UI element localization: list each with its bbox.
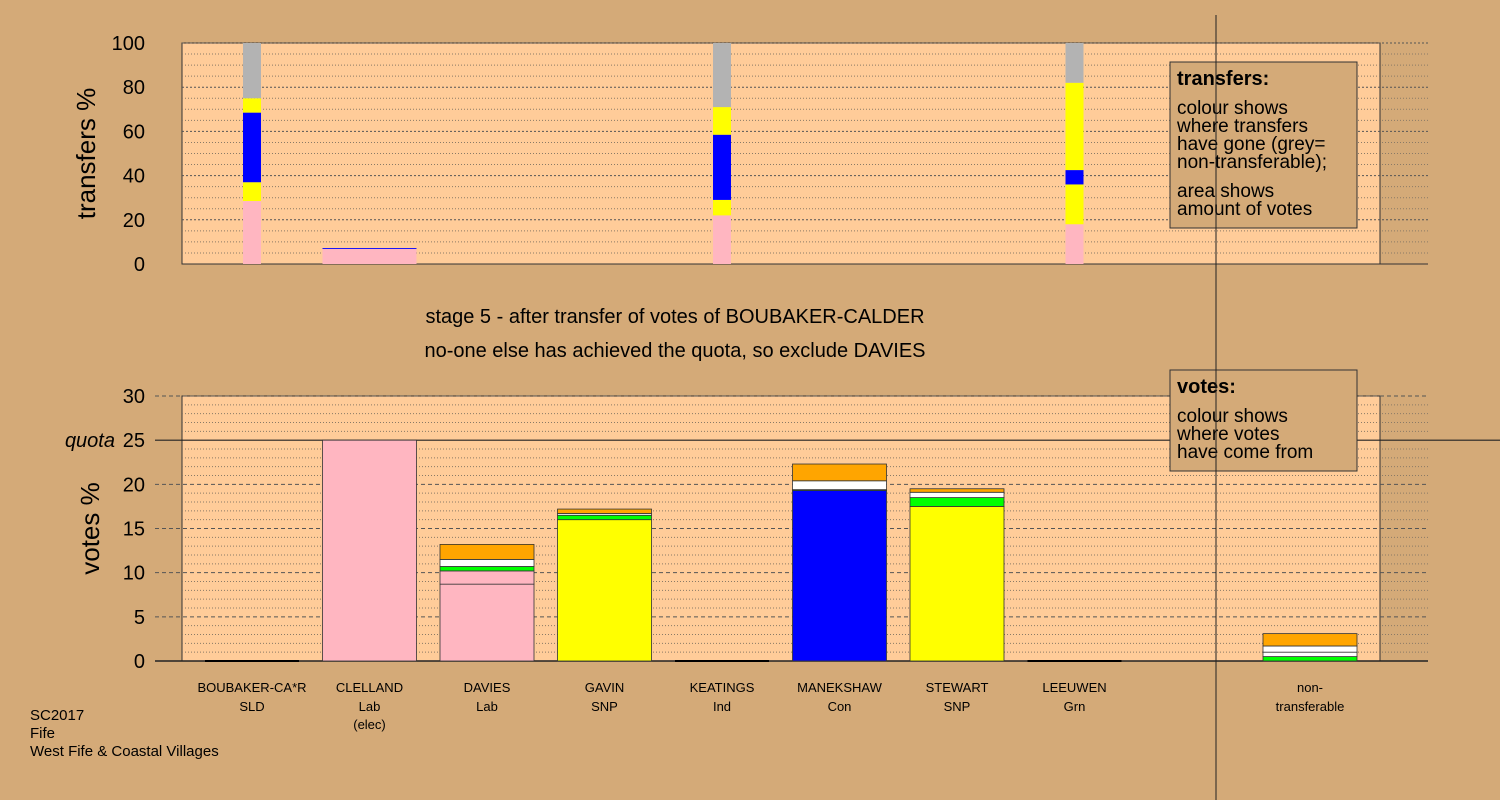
- nontransferable-bar-segment: [1262, 645, 1358, 653]
- votes-y-tick-label: 10: [123, 563, 145, 585]
- vote-bar-segment: [557, 514, 652, 521]
- vote-bar-segment: [909, 497, 1005, 507]
- candidate-party-label: Ind: [713, 699, 731, 714]
- vote-bar-segment: [557, 508, 652, 514]
- vote-bar-segment: [439, 544, 535, 560]
- nontransferable-bar-segment: [1262, 651, 1358, 657]
- candidate-name-label: BOUBAKER-CA*R: [197, 680, 306, 695]
- candidate-name-label: CLELLAND: [336, 680, 403, 695]
- candidate-name-label: KEATINGS: [690, 680, 755, 695]
- votes-y-tick-label: 30: [123, 386, 145, 408]
- transfer-bar-segment: [322, 248, 417, 264]
- candidate-party-label: Grn: [1064, 699, 1086, 714]
- transfer-bar-segment: [1065, 43, 1084, 83]
- transfer-bar-segment: [243, 112, 261, 183]
- candidate-name-label: MANEKSHAW: [797, 680, 882, 695]
- vote-bar-segment: [322, 439, 417, 662]
- quota-label: quota: [65, 430, 115, 452]
- transfer-bar-segment: [243, 43, 261, 99]
- transfers-y-tick-label: 20: [123, 210, 145, 232]
- candidate-name-label: STEWART: [926, 680, 989, 695]
- transfers-legend-title: transfers:: [1177, 68, 1269, 90]
- vote-bar-segment: [792, 480, 887, 491]
- votes-legend-line: colour shows: [1177, 406, 1288, 427]
- candidate-party-label: Lab: [476, 699, 498, 714]
- transfers-legend-line: where transfers: [1176, 116, 1308, 137]
- votes-legend-line: where votes: [1176, 424, 1279, 445]
- transfer-bar-segment: [713, 107, 731, 135]
- transfers-y-tick-label: 0: [134, 254, 145, 276]
- vote-bar-segment: [439, 559, 535, 567]
- votes-y-tick-label: 25: [123, 430, 145, 452]
- vote-bar-segment: [439, 583, 535, 662]
- vote-bar-segment: [792, 463, 887, 482]
- transfer-bar-segment: [322, 248, 417, 249]
- transfers-legend-line: area shows: [1177, 181, 1274, 202]
- nontransferable-bar-segment: [1262, 633, 1358, 647]
- transfers-y-tick-label: 80: [123, 77, 145, 99]
- votes-y-tick-label: 0: [134, 651, 145, 673]
- transfer-bar-segment: [1065, 224, 1084, 264]
- votes-legend-box: [1169, 369, 1358, 472]
- footer-line: SC2017: [30, 707, 84, 724]
- vote-bar-segment: [909, 488, 1005, 493]
- transfer-bar-segment: [713, 199, 731, 216]
- votes-legend-title: votes:: [1177, 376, 1236, 398]
- transfers-legend-line: amount of votes: [1177, 199, 1312, 220]
- votes-y-tick-label: 15: [123, 519, 145, 541]
- candidate-party-label: SLD: [239, 699, 264, 714]
- transfers-legend-line: have gone (grey=: [1177, 134, 1325, 155]
- transfers-legend-line: non-transferable);: [1177, 152, 1327, 173]
- nontransferable-bar-segment: [1262, 656, 1358, 662]
- candidate-party-label: Lab: [359, 699, 381, 714]
- stage-subtitle: no-one else has achieved the quota, so e…: [424, 340, 925, 362]
- transfer-bar-segment: [713, 215, 731, 264]
- footer-line: West Fife & Coastal Villages: [30, 743, 219, 760]
- vote-bar-segment: [909, 506, 1005, 662]
- votes-y-axis-label: votes %: [75, 482, 105, 575]
- transfer-bar-segment: [243, 201, 261, 264]
- vote-bar-segment: [557, 519, 652, 662]
- transfer-bar-segment: [1065, 184, 1084, 225]
- transfers-y-tick-label: 40: [123, 166, 145, 188]
- votes-y-tick-label: 20: [123, 474, 145, 496]
- transfers-y-axis-label: transfers %: [71, 88, 101, 220]
- nontransferable-label: transferable: [1276, 699, 1345, 714]
- candidate-name-label: DAVIES: [464, 680, 511, 695]
- vote-bar-segment: [792, 490, 887, 662]
- candidate-name-label: GAVIN: [585, 680, 625, 695]
- transfer-bar-segment: [243, 98, 261, 113]
- candidate-party-label: SNP: [944, 699, 971, 714]
- votes-legend-line: have come from: [1177, 442, 1313, 463]
- transfers-y-tick-label: 100: [112, 33, 145, 55]
- stage-title: stage 5 - after transfer of votes of BOU…: [425, 306, 924, 328]
- vote-bar-segment: [909, 491, 1005, 498]
- transfers-y-tick-label: 60: [123, 121, 145, 143]
- candidate-party-label: Con: [828, 699, 852, 714]
- votes-y-tick-label: 5: [134, 607, 145, 629]
- transfer-bar-segment: [243, 182, 261, 202]
- transfer-bar-segment: [1065, 170, 1084, 185]
- nontransferable-label: non-: [1297, 680, 1323, 695]
- transfer-bar-segment: [713, 43, 731, 108]
- candidate-party-label: SNP: [591, 699, 618, 714]
- transfers-legend-box: [1169, 61, 1358, 229]
- candidate-note-label: (elec): [353, 717, 386, 732]
- vote-bar-segment: [439, 570, 535, 585]
- vote-bar-segment: [439, 566, 535, 572]
- transfer-bar-segment: [713, 134, 731, 200]
- candidate-name-label: LEEUWEN: [1042, 680, 1106, 695]
- footer-line: Fife: [30, 725, 55, 742]
- transfer-bar-segment: [1065, 82, 1084, 171]
- transfers-legend-line: colour shows: [1177, 98, 1288, 119]
